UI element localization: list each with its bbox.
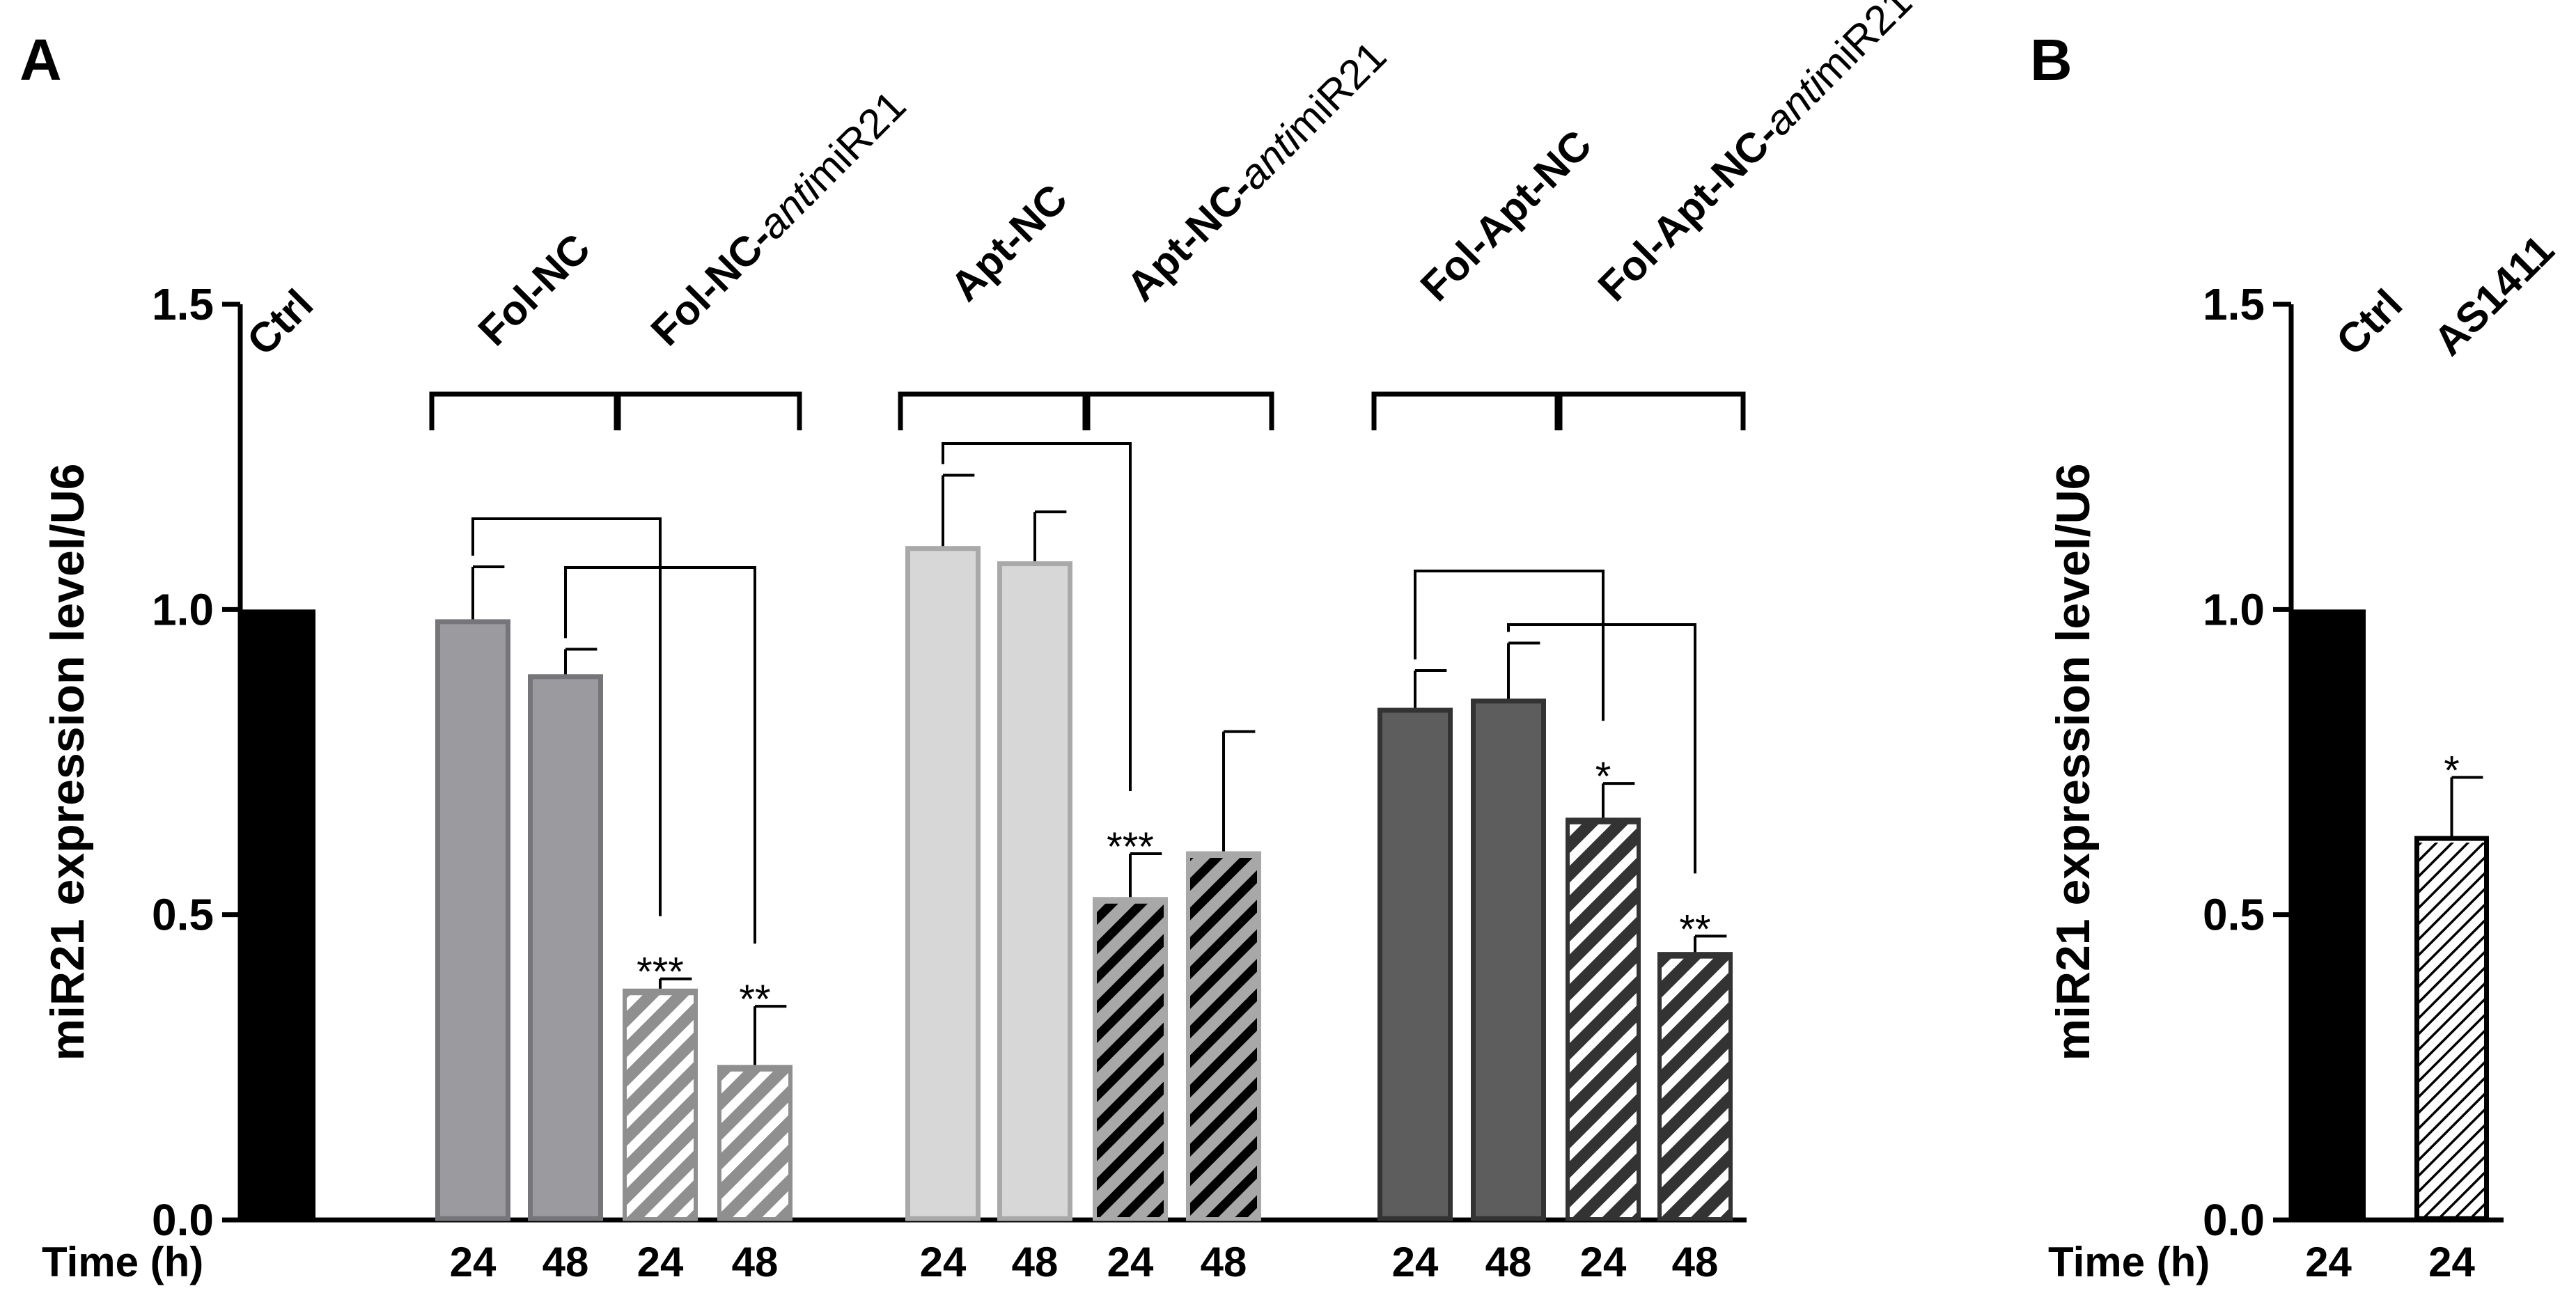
group-label-main: Fol-NC- [642, 215, 782, 355]
significance-label: ** [739, 977, 770, 1022]
time-tick-label: 24 [1107, 1239, 1154, 1285]
group-label-main: Ctrl [2327, 281, 2411, 364]
y-axis-label: miR21 expression level/U6 [41, 463, 94, 1061]
group-bracket [1557, 391, 1746, 430]
comparison-connector [1414, 570, 1605, 721]
bar [435, 619, 510, 1221]
time-tick-label: 48 [1672, 1239, 1719, 1285]
panel-a: A 0.0 0.5 1.0 1.5 miR21 expression level/U6 Ti… [19, 0, 1921, 1285]
bar [1471, 698, 1546, 1221]
significance-label: *** [637, 950, 684, 995]
group-bracket [616, 391, 802, 430]
bar [997, 561, 1072, 1221]
y-tick-label: 1.0 [152, 584, 214, 634]
group-label: Fol-Apt-NC-antimiR21 [1589, 0, 1921, 310]
time-tick-label: 48 [732, 1239, 779, 1285]
group-label-main: Apt-NC- [1118, 166, 1263, 311]
group-bracket [898, 391, 1088, 430]
bar-hatch [721, 1071, 788, 1217]
bar [1377, 707, 1453, 1221]
group-label: AS1411 [2425, 226, 2563, 364]
comparison-connector [942, 442, 1132, 791]
time-tick-label: 24 [450, 1239, 497, 1285]
bar-hatch [1190, 858, 1257, 1217]
panel-b: B 0.0 0.5 1.0 1.5 miR21 expression level/U6 Ti… [2030, 27, 2563, 1285]
bar [240, 609, 315, 1219]
bar-hatch [2419, 843, 2485, 1217]
time-tick-label: 24 [1392, 1239, 1439, 1285]
time-tick-label: 24 [920, 1239, 967, 1285]
group-label: Fol-Apt-NC [1412, 121, 1600, 310]
x-axis-label: Time (h) [42, 1239, 203, 1285]
bar [528, 674, 603, 1221]
y-tick-label: 1.0 [2203, 584, 2265, 634]
y-tick-label: 0.5 [2203, 890, 2265, 940]
group-label-main: Apt-NC [942, 175, 1076, 310]
significance-label: *** [1107, 824, 1154, 870]
group-label: Ctrl [238, 281, 322, 364]
time-tick-label: 48 [542, 1239, 589, 1285]
significance-label: * [1595, 754, 1611, 799]
significance-label: ** [1679, 907, 1710, 952]
group-label-main: Fol-Apt-NC- [1589, 111, 1788, 310]
group-bracket [1371, 391, 1560, 430]
y-axis-label: miR21 expression level/U6 [2047, 463, 2100, 1061]
bar-hatch [1662, 958, 1728, 1217]
group-bracket [429, 391, 619, 430]
y-tick-label: 1.5 [2203, 279, 2265, 329]
bar [905, 546, 981, 1221]
time-tick-label: 24 [1580, 1239, 1627, 1285]
time-tick-label: 24 [2305, 1239, 2352, 1285]
time-tick-label: 24 [2428, 1239, 2475, 1285]
y-tick-label: 0.0 [2203, 1195, 2265, 1245]
significance-label: * [2444, 748, 2460, 793]
y-tick-label: 1.5 [152, 279, 214, 329]
comparison-connector [1507, 623, 1696, 874]
group-label-tail: miR21 [1277, 33, 1395, 151]
bar-hatch [1097, 903, 1164, 1217]
panel-letter: A [19, 27, 62, 93]
time-tick-label: 48 [1201, 1239, 1247, 1285]
group-label: Apt-NC-antimiR21 [1118, 33, 1396, 311]
group-label-main: Ctrl [238, 281, 322, 364]
bar-hatch [627, 995, 694, 1217]
comparison-connector [564, 566, 756, 944]
comparison-connector [471, 517, 662, 916]
group-label: Fol-NC-antimiR21 [642, 82, 915, 355]
group-label-tail: miR21 [1802, 0, 1921, 97]
group-label-tail: miR21 [796, 82, 914, 201]
y-tick-label: 0.0 [152, 1195, 214, 1245]
group-label: Ctrl [2327, 281, 2411, 364]
group-label: Fol-NC [469, 225, 599, 354]
group-label-main: Fol-NC [469, 225, 599, 354]
y-tick-label: 0.5 [152, 890, 214, 940]
time-tick-label: 48 [1485, 1239, 1532, 1285]
group-label-main: Fol-Apt-NC [1412, 121, 1600, 310]
group-bracket [1085, 391, 1274, 430]
time-tick-label: 48 [1012, 1239, 1059, 1285]
x-axis-label: Time (h) [2048, 1239, 2210, 1285]
group-label-main: AS1411 [2425, 226, 2563, 364]
time-tick-label: 24 [637, 1239, 684, 1285]
bar-hatch [1570, 824, 1637, 1217]
bar [2291, 609, 2366, 1219]
group-label: Apt-NC [942, 175, 1076, 310]
panel-letter: B [2030, 27, 2072, 93]
